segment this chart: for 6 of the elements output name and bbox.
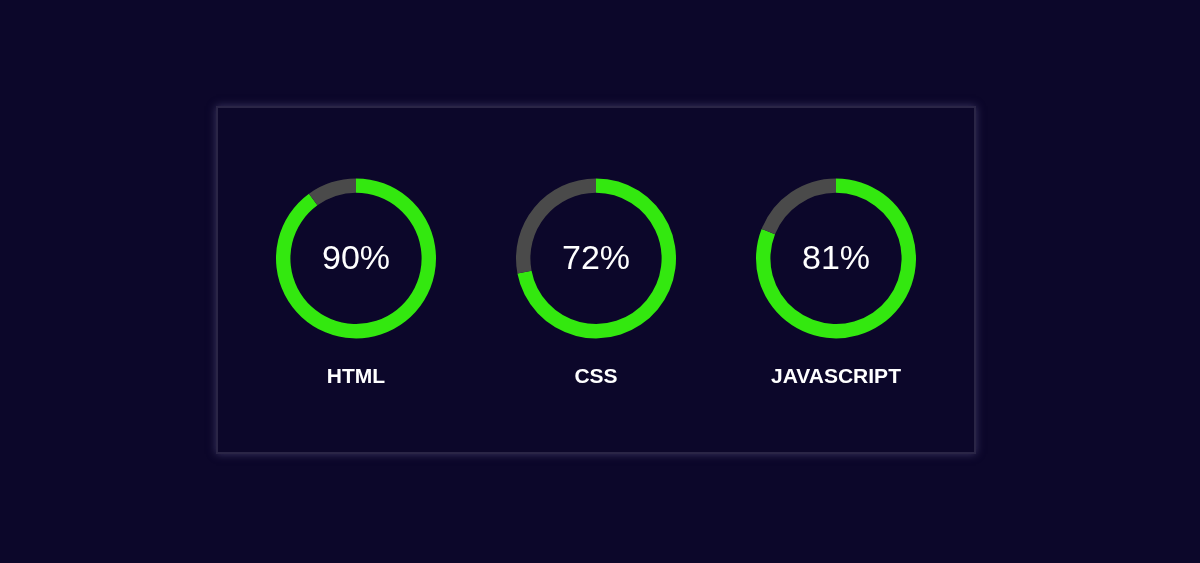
text: CSS: [574, 364, 618, 388]
data-label: 72%: [561, 237, 631, 276]
text: HTML: [326, 364, 386, 388]
data-label: 81%: [801, 237, 871, 276]
text: JAVASCRIPT: [771, 364, 902, 388]
data-label: 90%: [321, 237, 391, 276]
